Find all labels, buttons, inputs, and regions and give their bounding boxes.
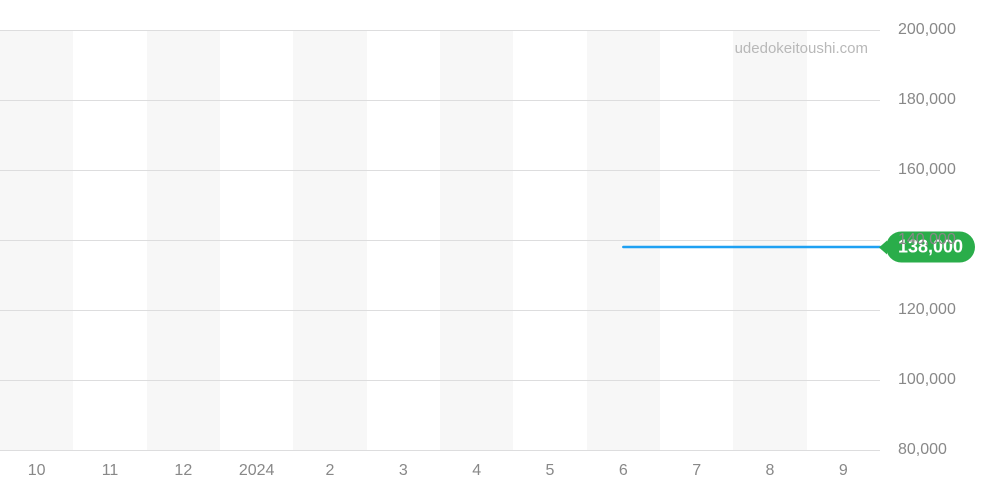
y-axis-label: 180,000: [898, 91, 988, 109]
x-axis-label: 9: [839, 462, 848, 480]
price-chart: udedokeitoushi.com 138,000 80,000100,000…: [0, 0, 1000, 500]
gridline: [0, 450, 880, 451]
gridline: [0, 170, 880, 171]
x-axis-label: 12: [174, 462, 192, 480]
gridline: [0, 30, 880, 31]
gridline: [0, 240, 880, 241]
gridline: [0, 100, 880, 101]
x-axis-label: 7: [692, 462, 701, 480]
x-axis-label: 4: [472, 462, 481, 480]
watermark: udedokeitoushi.com: [735, 40, 868, 57]
x-axis-label: 2: [326, 462, 335, 480]
y-axis-label: 140,000: [898, 231, 988, 249]
y-axis-label: 80,000: [898, 441, 988, 459]
x-axis-label: 5: [546, 462, 555, 480]
x-axis-label: 8: [766, 462, 775, 480]
x-axis-label: 3: [399, 462, 408, 480]
x-axis-label: 11: [102, 462, 119, 480]
plot-area: [0, 30, 880, 450]
x-axis-label: 6: [619, 462, 628, 480]
y-axis-label: 100,000: [898, 371, 988, 389]
x-axis-label: 10: [28, 462, 46, 480]
y-axis-label: 160,000: [898, 161, 988, 179]
x-axis-label: 2024: [239, 462, 275, 480]
gridline: [0, 380, 880, 381]
gridline: [0, 310, 880, 311]
y-axis-label: 120,000: [898, 301, 988, 319]
y-axis-label: 200,000: [898, 21, 988, 39]
